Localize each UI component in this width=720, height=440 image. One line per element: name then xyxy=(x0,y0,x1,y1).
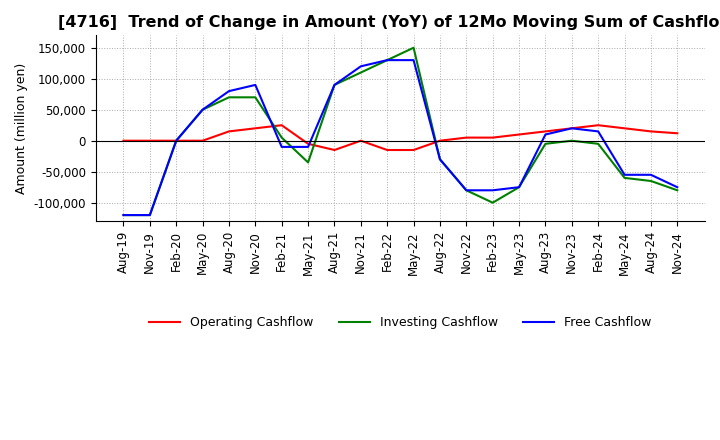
Operating Cashflow xyxy=(172,138,181,143)
Investing Cashflow xyxy=(198,107,207,112)
Investing Cashflow xyxy=(567,138,576,143)
Free Cashflow xyxy=(330,82,339,88)
Operating Cashflow xyxy=(436,138,444,143)
Investing Cashflow xyxy=(304,160,312,165)
Line: Free Cashflow: Free Cashflow xyxy=(123,60,678,215)
Operating Cashflow xyxy=(409,147,418,153)
Free Cashflow xyxy=(541,132,550,137)
Operating Cashflow xyxy=(620,126,629,131)
Investing Cashflow xyxy=(251,95,260,100)
Investing Cashflow xyxy=(436,157,444,162)
Investing Cashflow xyxy=(172,138,181,143)
Operating Cashflow xyxy=(488,135,497,140)
Operating Cashflow xyxy=(119,138,127,143)
Investing Cashflow xyxy=(462,187,471,193)
Investing Cashflow xyxy=(488,200,497,205)
Free Cashflow xyxy=(251,82,260,88)
Free Cashflow xyxy=(620,172,629,177)
Operating Cashflow xyxy=(277,123,286,128)
Investing Cashflow xyxy=(541,141,550,147)
Investing Cashflow xyxy=(620,175,629,180)
Investing Cashflow xyxy=(277,135,286,140)
Operating Cashflow xyxy=(304,141,312,147)
Free Cashflow xyxy=(225,88,233,94)
Free Cashflow xyxy=(119,213,127,218)
Operating Cashflow xyxy=(251,126,260,131)
Line: Operating Cashflow: Operating Cashflow xyxy=(123,125,678,150)
Operating Cashflow xyxy=(145,138,154,143)
Free Cashflow xyxy=(436,157,444,162)
Legend: Operating Cashflow, Investing Cashflow, Free Cashflow: Operating Cashflow, Investing Cashflow, … xyxy=(144,311,657,334)
Investing Cashflow xyxy=(330,82,339,88)
Investing Cashflow xyxy=(409,45,418,50)
Operating Cashflow xyxy=(225,129,233,134)
Free Cashflow xyxy=(172,138,181,143)
Free Cashflow xyxy=(383,58,392,63)
Free Cashflow xyxy=(594,129,603,134)
Title: [4716]  Trend of Change in Amount (YoY) of 12Mo Moving Sum of Cashflows: [4716] Trend of Change in Amount (YoY) o… xyxy=(58,15,720,30)
Operating Cashflow xyxy=(330,147,339,153)
Investing Cashflow xyxy=(594,141,603,147)
Operating Cashflow xyxy=(515,132,523,137)
Investing Cashflow xyxy=(383,58,392,63)
Investing Cashflow xyxy=(145,213,154,218)
Investing Cashflow xyxy=(647,178,655,183)
Free Cashflow xyxy=(673,184,682,190)
Operating Cashflow xyxy=(594,123,603,128)
Operating Cashflow xyxy=(541,129,550,134)
Y-axis label: Amount (million yen): Amount (million yen) xyxy=(15,62,28,194)
Operating Cashflow xyxy=(356,138,365,143)
Free Cashflow xyxy=(409,58,418,63)
Investing Cashflow xyxy=(356,70,365,75)
Operating Cashflow xyxy=(567,126,576,131)
Free Cashflow xyxy=(515,184,523,190)
Operating Cashflow xyxy=(462,135,471,140)
Investing Cashflow xyxy=(225,95,233,100)
Free Cashflow xyxy=(462,187,471,193)
Operating Cashflow xyxy=(647,129,655,134)
Free Cashflow xyxy=(488,187,497,193)
Investing Cashflow xyxy=(673,187,682,193)
Investing Cashflow xyxy=(515,184,523,190)
Line: Investing Cashflow: Investing Cashflow xyxy=(123,48,678,215)
Free Cashflow xyxy=(356,64,365,69)
Free Cashflow xyxy=(567,126,576,131)
Free Cashflow xyxy=(145,213,154,218)
Operating Cashflow xyxy=(198,138,207,143)
Free Cashflow xyxy=(198,107,207,112)
Operating Cashflow xyxy=(383,147,392,153)
Investing Cashflow xyxy=(119,213,127,218)
Operating Cashflow xyxy=(673,131,682,136)
Free Cashflow xyxy=(647,172,655,177)
Free Cashflow xyxy=(277,144,286,150)
Free Cashflow xyxy=(304,144,312,150)
